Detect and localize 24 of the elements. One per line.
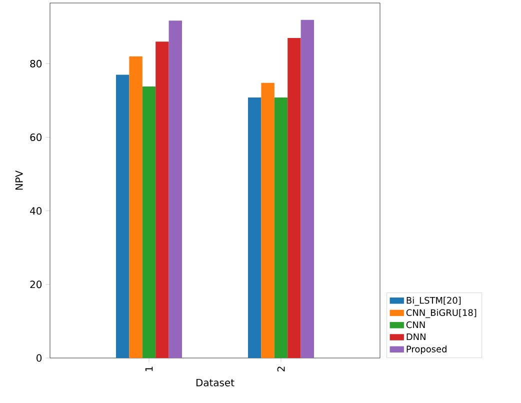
legend-label: CNN_BiGRU[18]	[406, 309, 476, 318]
bar	[129, 56, 142, 358]
y-tick-label: 80	[30, 60, 42, 68]
x-axis-title: Dataset	[196, 378, 234, 386]
bar	[248, 98, 262, 358]
y-tick-label: 20	[30, 280, 42, 288]
bar	[142, 86, 156, 358]
y-tick-label: 0	[36, 354, 42, 362]
bar	[274, 98, 288, 358]
bar	[116, 74, 130, 358]
legend-label: DNN	[406, 334, 426, 340]
bar	[288, 38, 301, 358]
bar	[156, 42, 169, 358]
y-tick-label: 60	[30, 133, 42, 142]
legend-label: Proposed	[406, 346, 446, 354]
y-axis-title: NPV	[15, 170, 23, 190]
legend-label: Bi_LSTM[20]	[406, 296, 461, 306]
x-tick-label: 2	[277, 366, 285, 372]
x-tick-label: 1	[145, 366, 153, 372]
bar	[261, 82, 274, 358]
bar	[300, 20, 314, 358]
bar	[168, 20, 182, 358]
y-tick-label: 40	[30, 207, 42, 215]
legend-label: CNN	[406, 321, 425, 328]
